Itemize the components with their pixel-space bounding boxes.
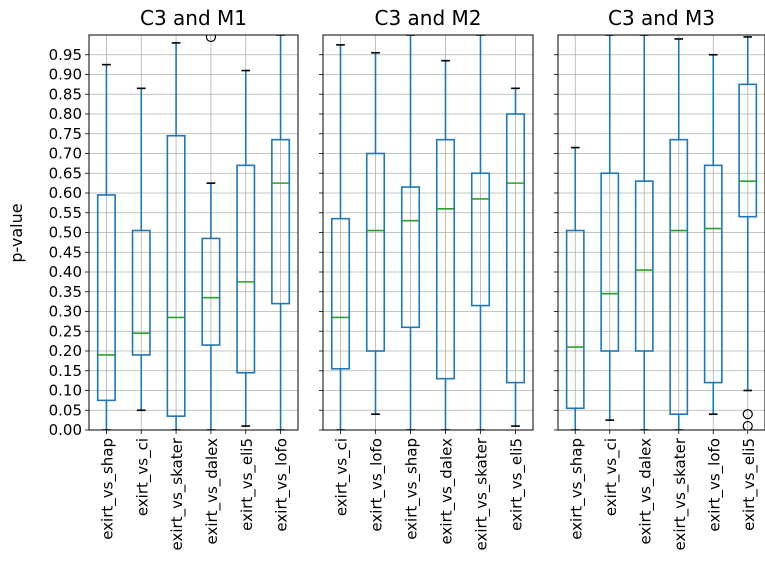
iqr-box [738,83,758,218]
panel-title: C3 and M1 [140,6,247,30]
y-tick-label: 0.15 [49,362,82,380]
box-exirt_vs_lofo [365,51,386,416]
iqr-box [330,217,351,370]
box-exirt_vs_ci [330,44,351,430]
y-tick-label: 0.10 [49,382,82,400]
iqr-box [271,138,291,305]
x-tick-label: exirt_vs_eli5 [508,438,527,531]
iqr-box [634,180,654,352]
box-exirt_vs_dalex [435,59,456,430]
outlier-point [205,35,217,43]
y-tick-label: 0.75 [49,125,82,143]
box-exirt_vs_shap [565,146,585,430]
iqr-box [435,138,456,380]
box-exirt_vs_skater [470,35,491,430]
panel-content [96,35,291,430]
x-tick-label: exirt_vs_lofo [705,438,724,532]
panel-content [330,35,526,430]
y-tick-label: 0.30 [49,303,82,321]
x-tick-label: exirt_vs_skater [168,437,187,550]
x-tick-label: exirt_vs_skater [671,437,690,550]
x-tick-label: exirt_vs_ci [133,438,152,516]
y-tick-label: 0.95 [49,46,82,64]
box-exirt_vs_shap [96,63,116,430]
y-tick-label: 0.85 [49,85,82,103]
y-tick-label: 0.80 [49,105,82,123]
y-tick-label: 0.20 [49,342,82,360]
y-tick-label: 0.00 [49,421,82,439]
box-exirt_vs_dalex [634,35,654,430]
iqr-box [600,172,620,352]
x-tick-label: exirt_vs_dalex [636,438,655,545]
box-exirt_vs_skater [669,38,689,430]
y-tick-label: 0.55 [49,204,82,222]
x-tick-label: exirt_vs_skater [473,437,492,550]
iqr-box [365,152,386,352]
x-tick-label: exirt_vs_dalex [438,438,457,545]
x-tick-label: exirt_vs_lofo [273,438,292,532]
x-tick-label: exirt_vs_shap [403,438,422,540]
y-tick-label: 0.70 [49,145,82,163]
panel-2: C3 and M2 exirt_vs_ci exirt_vs_lofo exirt_v… [319,6,534,550]
panel-frame [88,34,299,431]
x-tick-label: exirt_vs_lofo [368,438,387,532]
y-axis-label: p-value [7,203,26,262]
panel-content [565,35,758,430]
iqr-box [703,164,723,384]
x-tick-label: exirt_vs_dalex [203,438,222,545]
x-tick-label: exirt_vs_ci [602,438,621,516]
x-tick-label: exirt_vs_eli5 [740,438,759,531]
box-exirt_vs_skater [166,42,186,430]
y-tick-label: 0.05 [49,401,82,419]
iqr-box [470,172,491,307]
iqr-box [669,138,689,415]
outlier-point [742,409,753,420]
box-exirt_vs_shap [400,35,421,430]
y-tick-label: 0.45 [49,243,82,261]
iqr-box [131,229,151,356]
box-exirt_vs_ci [600,35,620,421]
x-tick-label: exirt_vs_eli5 [238,438,257,531]
box-exirt_vs_lofo [703,53,723,416]
iqr-box [96,194,116,402]
outlier-point [742,420,753,430]
y-tick-label: 0.35 [49,283,82,301]
y-tick-label: 0.25 [49,322,82,340]
panel-3: C3 and M3 exirt_vs_shap exirt_vs_ci exirt_v… [554,6,765,550]
y-tick-label: 0.90 [49,66,82,84]
box-exirt_vs_ci [131,87,151,412]
panel-frame [322,34,534,431]
panel-1: 0.00 0.050.10 0.15 0.20 0.250.30 0.35 0.40 0.45… [49,6,299,550]
y-tick-label: 0.50 [49,224,82,242]
box-exirt_vs_eli5 [738,36,758,430]
x-tick-label: exirt_vs_shap [98,438,117,540]
box-exirt_vs_eli5 [505,87,526,427]
y-tick-label: 0.65 [49,164,82,182]
y-tick-label: 0.40 [49,263,82,281]
iqr-box [505,113,526,384]
panel-title: C3 and M2 [374,6,481,30]
panel-title: C3 and M3 [608,6,715,30]
box-exirt_vs_dalex [201,35,221,430]
y-tick-label: 0.60 [49,184,82,202]
box-exirt_vs_eli5 [236,69,256,427]
panel-frame [557,34,765,431]
iqr-box [565,229,585,410]
x-tick-label: exirt_vs_shap [567,438,586,540]
box-exirt_vs_lofo [271,35,291,430]
x-tick-label: exirt_vs_ci [333,438,352,516]
iqr-box [166,134,186,417]
iqr-box [400,186,421,329]
iqr-box [236,164,256,374]
iqr-box [201,237,221,346]
